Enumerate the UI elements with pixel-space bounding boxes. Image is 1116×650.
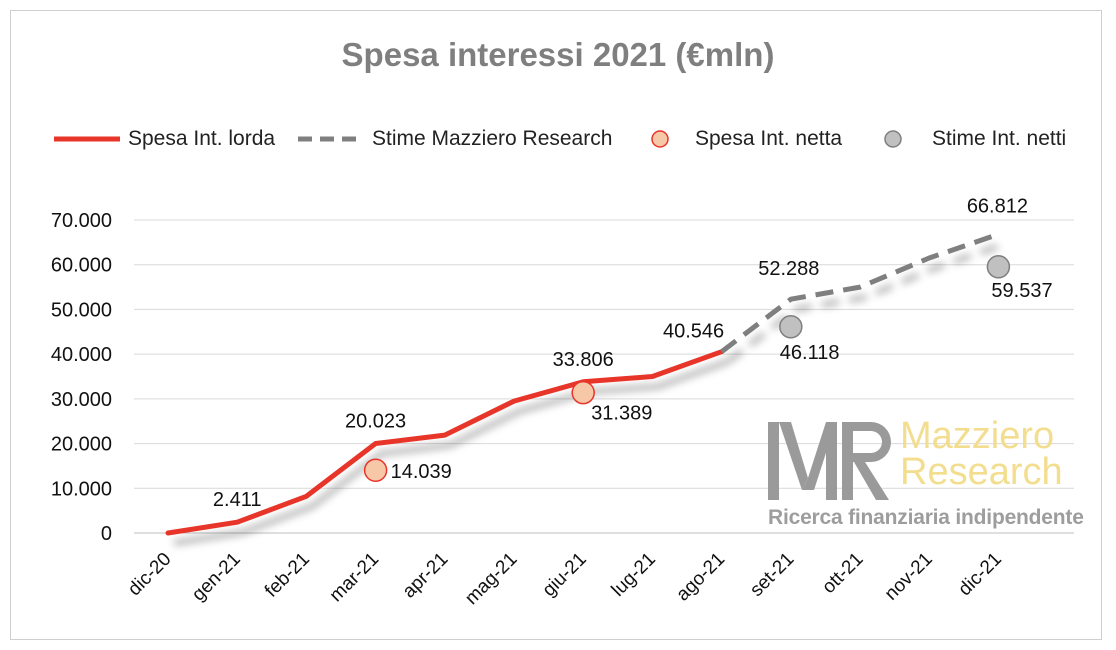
data-label: 20.023 [345, 410, 406, 432]
gridlines [134, 219, 1074, 534]
y-tick-label: 0 [101, 523, 112, 545]
data-marker [571, 380, 595, 405]
data-marker [363, 458, 388, 482]
y-tick-label: 70.000 [51, 210, 112, 232]
data-label: 40.546 [663, 321, 724, 343]
x-tick-label: dic-21 [954, 549, 1005, 600]
x-tick-label: ott-21 [818, 549, 867, 598]
x-tick-label: mar-21 [326, 549, 383, 606]
data-labels: 2.411 20.023 33.806 40.546 52.288 66.812 14.03… [213, 195, 1053, 511]
series-markers [363, 255, 1011, 482]
legend-swatch-solid-line [54, 136, 120, 142]
watermark: Mazziero Research Ricerca finanziaria in… [766, 415, 1084, 530]
y-axis: 0 10.000 20.000 30.000 40.000 50.000 60.000 70.… [51, 210, 112, 545]
legend-item-stime: Stime Mazziero Research [296, 124, 612, 154]
y-tick-label: 60.000 [51, 255, 112, 277]
watermark-tagline: Ricerca finanziaria indipendente [768, 506, 1084, 529]
x-tick-label: lug-21 [608, 549, 660, 601]
x-tick-label: nov-21 [881, 549, 937, 605]
y-tick-label: 30.000 [51, 389, 112, 411]
x-tick-label: set-21 [746, 549, 798, 601]
data-label: 14.039 [391, 461, 452, 483]
x-tick-label: gen-21 [188, 549, 245, 606]
legend-label-lorda: Spesa Int. lorda [128, 127, 276, 150]
x-tick-label: apr-21 [399, 549, 453, 603]
mr-logo-icon [768, 422, 891, 500]
data-label: 46.118 [780, 342, 840, 364]
series-shadow [725, 241, 1006, 365]
data-label: 2.411 [213, 489, 262, 511]
y-tick-label: 20.000 [51, 434, 112, 456]
chart-frame [10, 10, 1102, 640]
x-tick-label: ago-21 [672, 549, 729, 606]
x-tick-label: mag-21 [461, 549, 521, 609]
legend-swatch-netti-marker [884, 130, 902, 148]
watermark-name-line2: Research [900, 451, 1063, 493]
series-lines [165, 231, 1000, 536]
data-label: 33.806 [553, 349, 614, 371]
y-tick-label: 40.000 [51, 344, 112, 366]
x-axis: dic-20 gen-21 feb-21 mar-21 apr-21 mag-21 giu-… [124, 549, 1006, 609]
y-tick-label: 10.000 [51, 478, 112, 500]
data-marker [986, 255, 1011, 279]
legend-label-netta: Spesa Int. netta [695, 127, 843, 150]
watermark-name-line1: Mazziero [900, 415, 1055, 457]
legend-swatch-netta-marker [651, 130, 669, 148]
x-tick-label: feb-21 [261, 549, 314, 602]
series-line-stime [720, 231, 1000, 354]
chart-title: Spesa interessi 2021 (€mln) [341, 36, 775, 73]
data-label: 52.288 [758, 258, 819, 280]
legend-label-stime: Stime Mazziero Research [372, 127, 613, 150]
x-tick-label: dic-20 [124, 549, 175, 600]
legend-swatch-dashed-line [298, 136, 364, 142]
series-shadow [173, 358, 729, 546]
legend-item-netti: Stime Int. netti [878, 124, 1066, 154]
data-label: 31.389 [591, 403, 652, 425]
data-label: 66.812 [967, 195, 1028, 217]
series-line-lorda [165, 349, 725, 536]
legend: Spesa Int. lorda Stime Mazziero Research… [0, 124, 1116, 154]
y-tick-label: 50.000 [51, 299, 112, 321]
x-tick-label: giu-21 [539, 549, 591, 601]
legend-item-lorda: Spesa Int. lorda [52, 124, 275, 154]
line-shadows [173, 241, 1006, 546]
legend-label-netti: Stime Int. netti [932, 127, 1067, 150]
legend-item-netta: Spesa Int. netta [647, 124, 842, 154]
data-label: 59.537 [991, 280, 1052, 302]
data-marker [779, 315, 803, 339]
